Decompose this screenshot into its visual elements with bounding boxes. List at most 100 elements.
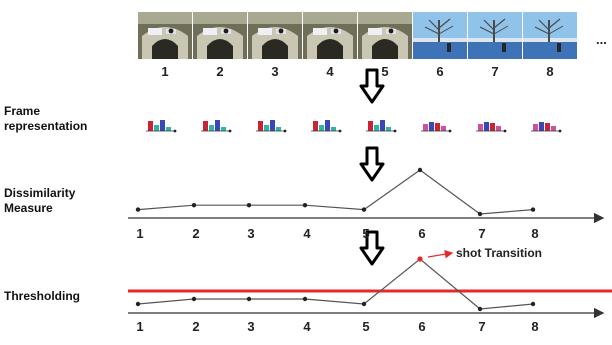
histogram-frame-7: [476, 122, 507, 133]
thr-axis-label-8: 8: [531, 319, 538, 334]
down-arrow-icon: [359, 230, 385, 266]
histogram-frame-2: [201, 120, 232, 133]
histogram-frame-3: [256, 120, 287, 133]
thr-point-1: [135, 301, 141, 307]
thr-point-8: [530, 301, 536, 307]
diss-point-2: [191, 203, 197, 208]
frame-thumbnail-4: [303, 12, 357, 59]
diss-axis-label-4: 4: [303, 226, 311, 241]
frame-number-6: 6: [436, 64, 443, 79]
thr-point-2: [191, 296, 197, 302]
histogram-frame-6: [421, 122, 452, 133]
histogram-bar: [221, 127, 226, 131]
thresholding-label: Thresholding: [4, 289, 80, 303]
histogram-bar: [484, 122, 489, 131]
thresholding-points: [135, 256, 536, 312]
frame-number-4: 4: [326, 64, 334, 79]
histogram-bar: [496, 126, 501, 131]
diss-point-7: [477, 211, 483, 217]
diss-point-5: [361, 207, 367, 212]
thr-axis-label-4: 4: [303, 319, 311, 334]
diss-point-1: [135, 207, 141, 212]
dissimilarity-curve: [137, 169, 534, 215]
histogram-bar: [203, 121, 208, 131]
dissimilarity-line-1: Dissimilarity: [4, 186, 76, 200]
frame-representation-line-2: representation: [4, 119, 88, 133]
dissimilarity-axis-labels: 1 2 3 4 5 6 7 8: [136, 226, 538, 241]
histogram-bar: [209, 125, 214, 131]
diss-point-4: [302, 203, 308, 208]
thr-point-5: [361, 301, 367, 307]
frame-number-7: 7: [491, 64, 498, 79]
histogram-bar: [331, 127, 336, 131]
frame-strip: [138, 12, 577, 59]
thresholding-curve: [137, 258, 534, 310]
thr-axis-label-7: 7: [478, 319, 485, 334]
down-arrow-icon: [359, 146, 385, 182]
frame-representation-line-1: Frame: [4, 104, 41, 118]
diss-axis-label-2: 2: [192, 226, 199, 241]
diss-axis-label-6: 6: [418, 226, 425, 241]
thr-point-3: [246, 296, 252, 302]
histogram-bar: [429, 122, 434, 131]
histogram-bar: [423, 124, 428, 131]
histogram-bar: [435, 123, 440, 131]
histogram-bar: [490, 123, 495, 131]
thr-axis-label-1: 1: [136, 319, 143, 334]
frame-thumbnail-5: [358, 12, 412, 59]
frame-thumbnail-8: [523, 12, 577, 59]
frame-number-2: 2: [216, 64, 223, 79]
histogram-bar: [154, 125, 159, 131]
frame-thumbnail-6: [413, 12, 467, 59]
thr-axis-label-3: 3: [247, 319, 254, 334]
histogram-frame-8: [531, 122, 562, 133]
dissimilarity-line-2: Measure: [4, 201, 53, 215]
histogram-bar: [374, 125, 379, 131]
thr-point-7: [477, 306, 483, 312]
histogram-bar: [270, 120, 275, 131]
frame-number-5: 5: [381, 64, 388, 79]
frame-histograms: [146, 120, 562, 133]
frame-ellipsis: ...: [596, 32, 607, 47]
diss-axis-label-3: 3: [247, 226, 254, 241]
diss-point-6: [417, 167, 423, 173]
histogram-bar: [386, 127, 391, 131]
histogram-frame-5: [366, 120, 397, 133]
frame-thumbnail-3: [248, 12, 302, 59]
histogram-bar: [276, 127, 281, 131]
diss-axis-label-8: 8: [531, 226, 538, 241]
frame-thumbnail-2: [193, 12, 247, 59]
frame-number-labels: 1 2 3 4 5 6 7 8: [161, 64, 553, 79]
histogram-bar: [325, 120, 330, 131]
histogram-bar: [264, 125, 269, 131]
diss-axis-label-7: 7: [478, 226, 485, 241]
histogram-bar: [160, 120, 165, 131]
histogram-frame-1: [146, 120, 177, 133]
histogram-frame-4: [311, 120, 342, 133]
thresholding-axis-labels: 1 2 3 4 5 6 7 8: [136, 319, 538, 334]
histogram-bar: [313, 121, 318, 131]
shot-transition-label: shot Transition: [456, 246, 542, 260]
histogram-bar: [368, 121, 373, 131]
frame-number-8: 8: [546, 64, 553, 79]
diss-axis-label-1: 1: [136, 226, 143, 241]
diss-axis-label-5: 5: [362, 226, 369, 241]
thr-axis-label-5: 5: [362, 319, 369, 334]
histogram-bar: [215, 120, 220, 131]
frame-thumbnail-7: [468, 12, 522, 59]
histogram-bar: [478, 124, 483, 131]
frame-number-1: 1: [161, 64, 168, 79]
annotation-pointer: [427, 250, 454, 259]
down-arrow-icon: [359, 68, 385, 104]
thr-point-6: [417, 256, 423, 262]
dissimilarity-measure-label: Dissimilarity Measure: [4, 186, 75, 216]
diss-point-3: [246, 203, 252, 208]
histogram-bar: [533, 124, 538, 131]
histogram-bar: [441, 126, 446, 131]
thr-axis-label-2: 2: [192, 319, 199, 334]
histogram-bar: [148, 121, 153, 131]
frame-thumbnail-1: [138, 12, 192, 59]
diss-point-8: [530, 207, 536, 212]
histogram-bar: [380, 120, 385, 131]
